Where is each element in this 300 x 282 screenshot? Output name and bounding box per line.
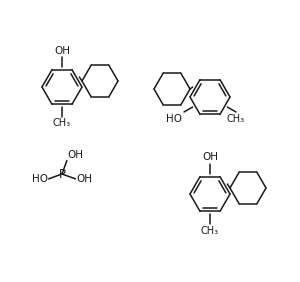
Text: CH₃: CH₃ <box>53 118 71 129</box>
Text: HO: HO <box>32 174 48 184</box>
Text: CH₃: CH₃ <box>201 226 219 235</box>
Text: CH₃: CH₃ <box>227 113 245 124</box>
Text: OH: OH <box>54 45 70 56</box>
Text: OH: OH <box>202 153 218 162</box>
Text: OH: OH <box>76 174 92 184</box>
Text: OH: OH <box>68 150 84 160</box>
Text: HO: HO <box>166 113 182 124</box>
Text: P: P <box>58 168 65 180</box>
